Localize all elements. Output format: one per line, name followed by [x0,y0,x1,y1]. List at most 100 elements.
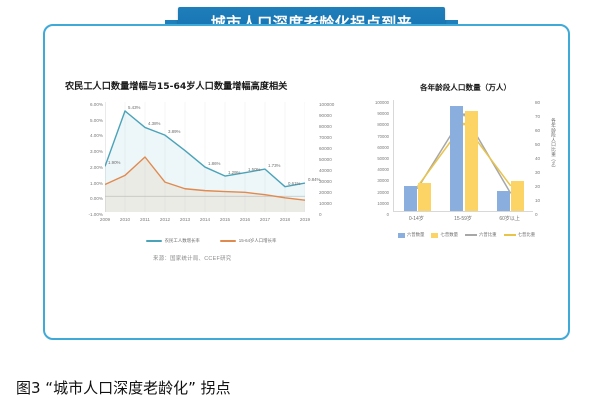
axis-tick-label: 15-59岁 [454,216,472,222]
axis-tick-label: 0 [319,212,322,217]
legend-label: 六普比重 [479,232,497,237]
data-point-label: 3.89% [168,129,181,135]
bar [496,191,510,211]
data-point-label: 1.50% [248,166,261,172]
axis-tick-label: 60000 [377,144,389,150]
legend-label: 六普数量 [406,232,425,237]
axis-tick-label: 1.00% [89,180,103,186]
axis-tick-label: 2018 [279,217,291,222]
right-chart: 各年龄段人口数量（万人） 100000 90000 80000 70000 60000 5… [363,78,568,288]
axis-tick-label: 40000 [319,168,332,173]
bar [418,182,432,211]
axis-tick-label: 100000 [375,100,389,105]
axis-tick-label: 20000 [377,189,389,195]
axis-tick-label: 80000 [377,122,389,128]
left-chart-plot-area: 1.90% 5.43% 4.38% 3.89% 1.86% 1.29% 1.50% 1.73%… [104,102,320,212]
data-point-label: 0.84% [308,177,321,183]
legend-swatch [397,232,405,238]
legend-swatch [503,234,516,236]
data-line [416,122,512,188]
axis-tick-label: 100000 [319,102,335,107]
axis-tick-label: 70000 [377,133,389,139]
axis-tick-label: -1.00% [88,212,103,217]
data-line [416,113,512,194]
data-point-label: 5.43% [128,104,141,110]
figure-caption: 图3 “城市人口深度老龄化” 拐点 [16,379,231,397]
legend-item: 农民工人数增长率 [145,238,200,244]
bar [403,186,417,211]
legend-label: 七普数量 [440,232,458,237]
left-chart-source-note: 来源：国家统计局、CCEF研究 [153,256,232,262]
right-chart-x-axis-ticks: 0-14岁 15-59岁 60岁以上 [393,215,533,225]
axis-tick-label: 5.00% [89,117,103,123]
left-chart-legend: 农民工人数增长率 15-64岁人口增长率 [101,238,321,244]
legend-item: 六普数量 [397,232,425,238]
axis-tick-label: 20 [535,184,541,189]
left-chart: 农民工人口数量增幅与15-64岁人口数量增幅高度相关 6.00% 5.00% 4.0… [61,78,361,288]
right-chart-overlay-lines [416,113,512,194]
axis-tick-label: 50000 [377,156,389,161]
bar [511,181,525,211]
axis-tick-label: 20000 [319,190,332,195]
axis-tick-label: 2011 [140,217,150,222]
axis-tick-label: 60 [535,128,541,133]
data-line [104,156,306,201]
right-chart-legend: 六普数量 七普数量 六普比重 七普比重 [369,232,564,238]
legend-label: 15-64岁人口增长率 [238,238,277,243]
right-chart-secondary-y-axis-ticks: 80 70 60 50 40 30 20 10 0 [533,94,555,217]
axis-tick-label: 80000 [319,124,332,129]
axis-tick-label: 60岁以上 [499,216,520,222]
axis-tick-label: 50000 [319,157,332,162]
data-point-label: 1.73% [268,163,281,169]
legend-label: 农民工人数增长率 [164,238,200,243]
legend-item: 六普比重 [465,232,497,238]
axis-tick-label: 2013 [179,217,191,222]
right-chart-y-axis-ticks: 100000 90000 80000 70000 60000 50000 40000 3000… [363,94,391,217]
axis-tick-label: 0-14岁 [408,216,424,222]
axis-tick-label: 50 [535,142,541,147]
axis-tick-label: 2012 [159,217,171,222]
data-point-label: 1.86% [208,161,221,167]
axis-tick-label: 2010 [119,217,131,222]
axis-tick-label: 0 [386,212,389,217]
axis-tick-label: 60000 [319,146,332,151]
axis-tick-label: 40000 [377,167,389,173]
data-line [104,110,306,188]
left-chart-secondary-y-axis-ticks: 100000 90000 80000 70000 60000 50000 40000 3000… [311,96,351,218]
axis-tick-label: 2.00% [89,164,103,170]
axis-tick-label: 2009 [99,217,111,222]
legend-swatch [219,240,236,242]
left-chart-lines [104,102,306,212]
axis-tick-label: 2016 [239,217,251,222]
legend-label: 七普比重 [517,232,536,237]
left-chart-x-axis-ticks: 2009 2010 2011 2012 2013 2014 2015 2016 2017 2018… [100,217,310,227]
banner-tail-left [165,20,179,24]
axis-tick-label: 0 [535,212,538,217]
legend-swatch [465,234,477,236]
axis-tick-label: 2017 [259,217,271,222]
right-chart-plot-area [393,100,533,212]
bar [464,110,478,211]
data-point-label: 0.61% [288,180,301,186]
axis-tick-label: 30000 [377,178,389,184]
legend-item: 七普比重 [503,232,536,238]
bar [450,105,464,211]
left-chart-y-axis-ticks: 6.00% 5.00% 4.00% 3.00% 2.00% 1.00% 0.00% -1.00… [69,96,103,218]
data-point-label: 1.29% [228,170,241,175]
axis-tick-label: 10000 [319,201,332,206]
axis-tick-label: 10000 [377,200,389,206]
axis-tick-label: 40 [535,156,541,161]
legend-swatch [431,232,439,238]
left-chart-title: 农民工人口数量增幅与15-64岁人口数量增幅高度相关 [65,81,288,92]
axis-tick-label: 3.00% [89,149,103,155]
axis-tick-label: 30 [535,170,541,175]
banner-tail-right [444,20,458,24]
axis-tick-label: 2019 [299,217,311,222]
data-point-label: 4.38% [148,121,161,127]
axis-tick-label: 90000 [319,113,332,118]
axis-tick-label: 70000 [319,135,332,140]
legend-item: 15-64岁人口增长率 [219,238,277,244]
axis-tick-label: 90000 [377,111,389,117]
legend-swatch [145,240,162,242]
slide-frame: 农民工人口数量增幅与15-64岁人口数量增幅高度相关 6.00% 5.00% 4.0… [43,24,570,340]
